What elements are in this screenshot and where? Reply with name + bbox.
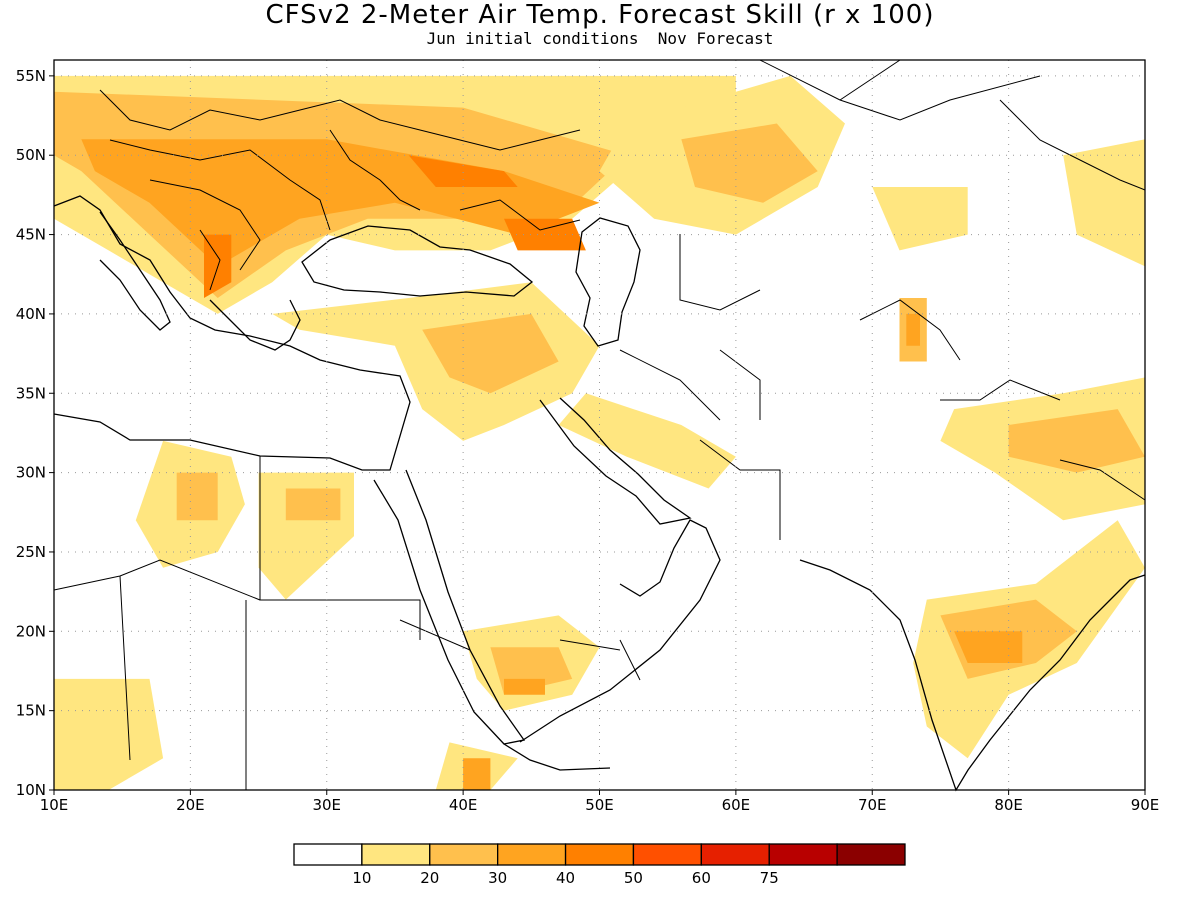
skill-region-14 bbox=[285, 488, 341, 521]
colorbar-swatch bbox=[293, 843, 363, 866]
skill-region-25 bbox=[954, 631, 1023, 663]
colorbar-swatch bbox=[497, 843, 567, 866]
x-tick-label: 40E bbox=[449, 796, 478, 814]
arabia-coastline bbox=[519, 519, 721, 743]
x-tick-label: 10E bbox=[40, 796, 69, 814]
colorbar-label: 40 bbox=[556, 869, 575, 887]
colorbar-swatch bbox=[700, 843, 770, 866]
y-tick-label: 45N bbox=[16, 226, 46, 244]
skill-region-28 bbox=[872, 187, 968, 251]
y-tick-label: 10N bbox=[16, 781, 46, 799]
skill-region-17 bbox=[504, 678, 545, 695]
latitude-tick-labels: 10N 15N 20N 25N 30N 35N 40N 45N 50N 55N bbox=[16, 67, 54, 799]
skill-region-29 bbox=[1063, 139, 1145, 267]
skill-region-10 bbox=[558, 393, 736, 489]
skill-region-27 bbox=[906, 313, 920, 346]
x-tick-label: 70E bbox=[858, 796, 887, 814]
skill-region-7 bbox=[681, 123, 818, 203]
colorbar-label: 20 bbox=[420, 869, 439, 887]
colorbar-label: 75 bbox=[760, 869, 779, 887]
skill-region-12 bbox=[176, 472, 218, 521]
red-sea-coastline bbox=[373, 469, 526, 745]
y-tick-label: 35N bbox=[16, 384, 46, 402]
persian-gulf-coastline bbox=[539, 397, 692, 525]
europe-borders bbox=[99, 89, 581, 291]
country-borders bbox=[53, 59, 1146, 790]
y-tick-label: 15N bbox=[16, 702, 46, 720]
colorbar-swatch bbox=[429, 843, 499, 866]
colorbar-label: 50 bbox=[624, 869, 643, 887]
x-tick-label: 50E bbox=[585, 796, 614, 814]
y-tick-label: 50N bbox=[16, 146, 46, 164]
horn-of-africa-coastline bbox=[503, 743, 611, 771]
colorbar-swatch bbox=[836, 843, 906, 866]
skill-region-19 bbox=[463, 758, 491, 790]
y-tick-label: 30N bbox=[16, 464, 46, 482]
aegean-coastline bbox=[209, 299, 301, 351]
skill-region-20 bbox=[54, 678, 164, 790]
graticule bbox=[54, 60, 1145, 790]
colorbar-swatch bbox=[768, 843, 838, 866]
longitude-tick-labels: 10E 20E 30E 40E 50E 60E 70E 80E 90E bbox=[40, 790, 1160, 814]
x-tick-label: 20E bbox=[176, 796, 205, 814]
skill-shading-layer bbox=[54, 75, 1145, 790]
x-tick-label: 90E bbox=[1131, 796, 1160, 814]
y-tick-label: 55N bbox=[16, 67, 46, 85]
map-subtitle: Jun initial conditions Nov Forecast bbox=[426, 29, 774, 48]
x-tick-label: 80E bbox=[994, 796, 1023, 814]
mediterranean-coastline bbox=[53, 195, 411, 471]
skill-region-9 bbox=[422, 313, 559, 394]
colorbar-label: 60 bbox=[692, 869, 711, 887]
colorbar-swatch bbox=[564, 843, 635, 866]
black-sea-coastline bbox=[301, 225, 534, 297]
colorbar-label: 30 bbox=[488, 869, 507, 887]
skill-region-22 bbox=[1008, 409, 1145, 473]
map-title: CFSv2 2-Meter Air Temp. Forecast Skill (… bbox=[265, 0, 935, 30]
colorbar-swatch bbox=[632, 843, 702, 866]
colorbar-swatch bbox=[361, 843, 431, 866]
x-tick-label: 60E bbox=[722, 796, 751, 814]
skill-region-3 bbox=[408, 155, 518, 187]
colorbar-label: 10 bbox=[352, 869, 371, 887]
y-tick-label: 25N bbox=[16, 543, 46, 561]
colorbar: 10 20 30 40 50 60 75 bbox=[293, 843, 906, 887]
india-coastline bbox=[799, 559, 1146, 792]
y-tick-label: 40N bbox=[16, 305, 46, 323]
coastline-layer bbox=[53, 59, 1146, 792]
caspian-sea-coastline bbox=[575, 217, 641, 347]
italy-coastline bbox=[99, 211, 171, 331]
y-tick-label: 20N bbox=[16, 622, 46, 640]
x-tick-label: 30E bbox=[312, 796, 341, 814]
